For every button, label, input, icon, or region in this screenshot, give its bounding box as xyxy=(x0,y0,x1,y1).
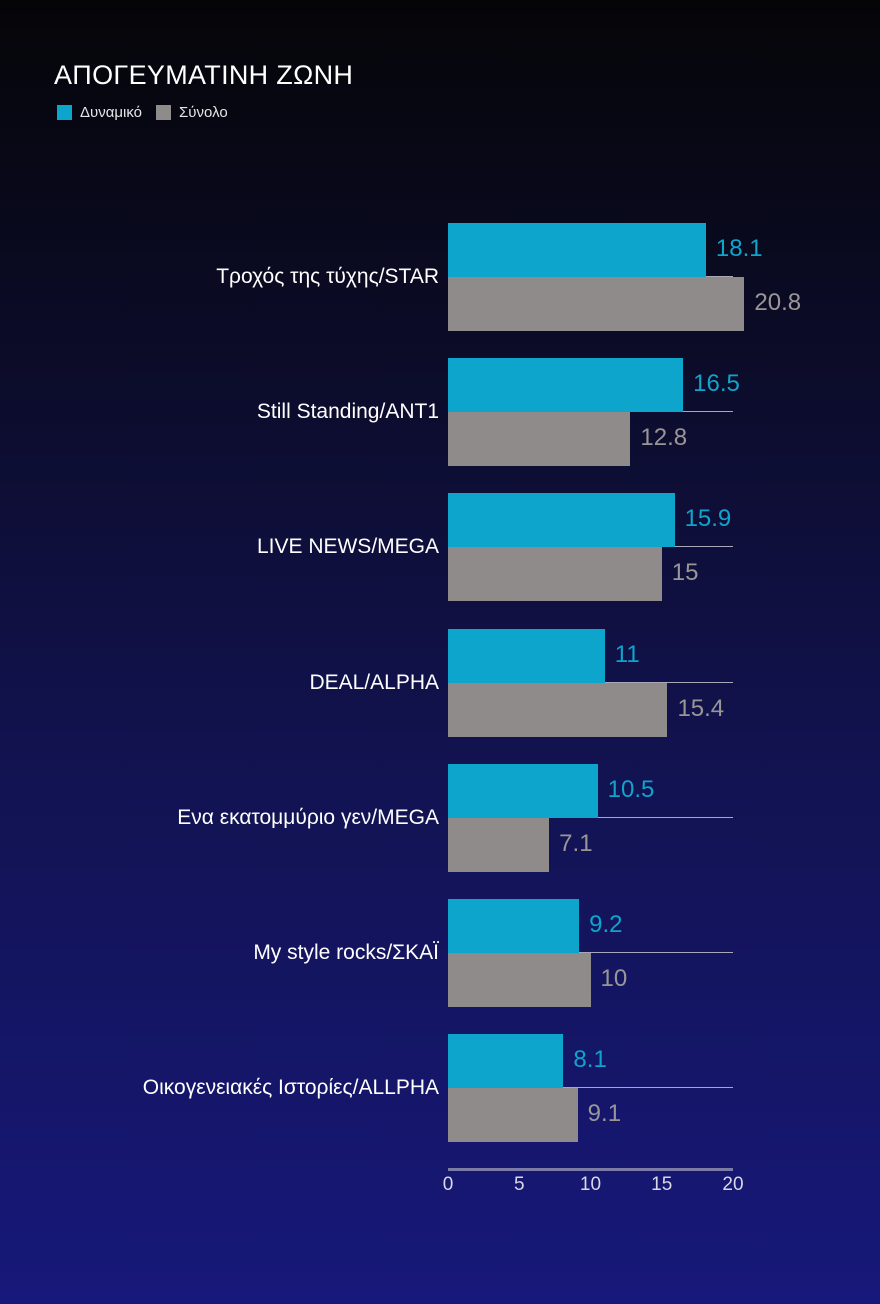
legend-label-dynamiko: Δυναμικό xyxy=(80,104,143,121)
category-label: Still Standing/ANT1 xyxy=(256,400,439,424)
category-label: LIVE NEWS/MEGA xyxy=(256,535,439,559)
x-axis-line xyxy=(448,1168,733,1171)
value-label: 7.1 xyxy=(559,829,593,857)
category-label: Ενα εκατομμύριο γεν/MEGA xyxy=(177,805,439,829)
value-label: 15.4 xyxy=(677,694,725,722)
bar-dynamiko xyxy=(448,223,706,277)
value-label: 16.5 xyxy=(693,370,740,398)
bar-dynamiko xyxy=(448,493,675,548)
chart-title: ΑΠΟΓΕΥΜΑΤΙΝΗ ΖΩΝΗ xyxy=(54,60,354,90)
legend-item-dynamiko: Δυναμικό xyxy=(57,104,142,121)
bar-synolo xyxy=(448,547,662,602)
value-label: 15 xyxy=(671,559,699,587)
bar-dynamiko xyxy=(448,1034,564,1089)
value-label: 8.1 xyxy=(573,1046,607,1074)
value-label: 15.9 xyxy=(684,505,732,533)
legend-item-synolo: Σύνολο xyxy=(156,104,228,121)
category-label: Τροχός της τύχης/STAR xyxy=(216,265,439,288)
legend-swatch-synolo xyxy=(156,105,172,120)
value-label: 12.8 xyxy=(640,424,688,452)
legend-label-synolo: Σύνολο xyxy=(179,104,228,121)
value-label: 18.1 xyxy=(715,235,763,262)
bar-synolo xyxy=(448,817,550,872)
group-divider xyxy=(448,1087,733,1089)
bar-group: Ενα εκατομμύριο γεν/MEGA 10.5 7.1 xyxy=(0,763,880,872)
bar-synolo xyxy=(448,1088,578,1143)
value-label: 11 xyxy=(614,640,640,668)
bar-synolo xyxy=(448,412,631,467)
bar-dynamiko xyxy=(448,358,684,413)
category-label: Οικογενειακές Ιστορίες/ALLPHA xyxy=(142,1076,439,1100)
group-divider xyxy=(448,952,733,953)
bar-dynamiko xyxy=(448,763,598,818)
bar-dynamiko xyxy=(448,628,605,683)
legend-swatch-dynamiko xyxy=(57,105,72,120)
value-label: 9.1 xyxy=(587,1100,622,1128)
x-tick-label: 5 xyxy=(513,1174,525,1195)
bar-group: Still Standing/ANT1 16.5 12.8 xyxy=(0,358,880,467)
category-label: DEAL/ALPHA xyxy=(309,670,439,694)
x-tick-label: 15 xyxy=(651,1174,673,1195)
category-label: My style rocks/ΣΚΑΪ xyxy=(253,941,439,964)
bar-group: Τροχός της τύχης/STAR 18.1 20.8 xyxy=(0,223,880,331)
bar-group: Οικογενειακές Ιστορίες/ALLPHA 8.1 9.1 xyxy=(0,1034,880,1143)
x-tick-label: 10 xyxy=(579,1174,602,1195)
bar-synolo xyxy=(448,277,745,331)
bar-synolo xyxy=(448,682,668,737)
bar-group: LIVE NEWS/MEGA 15.9 15 xyxy=(0,493,880,602)
x-tick-label: 20 xyxy=(722,1174,744,1195)
bar-group: DEAL/ALPHA 11 15.4 xyxy=(0,628,880,737)
value-label: 20.8 xyxy=(754,289,802,316)
x-tick-label: 0 xyxy=(442,1174,454,1195)
bar-synolo xyxy=(448,953,591,1007)
value-label: 9.2 xyxy=(589,911,623,938)
value-label: 10 xyxy=(600,965,628,992)
bar-group: My style rocks/ΣΚΑΪ 9.2 10 xyxy=(0,899,880,1007)
bar-dynamiko xyxy=(448,899,580,953)
value-label: 10.5 xyxy=(607,775,655,803)
chart-legend: Δυναμικό Σύνολο xyxy=(57,104,242,121)
